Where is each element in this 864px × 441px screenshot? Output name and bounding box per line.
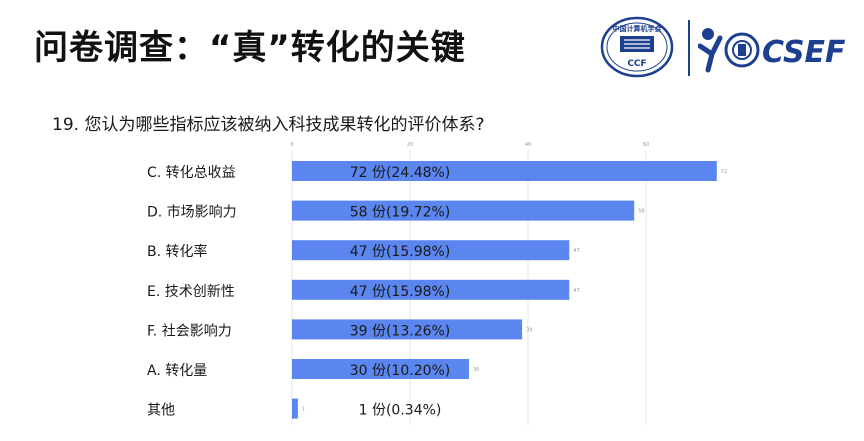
- question-text: 19. 您认为哪些指标应该被纳入科技成果转化的评价体系?: [52, 115, 485, 135]
- bar-data-label: 47 份(15.98%): [350, 284, 451, 300]
- category-label: A. 转化量: [147, 363, 207, 379]
- x-tick-label: 60: [643, 142, 649, 148]
- category-label: E. 技术创新性: [147, 284, 235, 300]
- bar-data-label: 39 份(13.26%): [350, 323, 451, 339]
- bar-end-value: 72: [721, 169, 727, 175]
- csef-logo: CSEF: [698, 28, 846, 73]
- bar-data-label: 1 份(0.34%): [359, 403, 442, 419]
- bar-data-label: 30 份(10.20%): [350, 363, 451, 379]
- x-tick-label: 0: [290, 142, 293, 148]
- bar: [292, 398, 298, 419]
- bar: [292, 200, 635, 221]
- category-label: C. 转化总收益: [147, 165, 236, 181]
- bar: [292, 359, 469, 379]
- bar-end-value: 47: [573, 248, 579, 254]
- bar-end-value: 30: [473, 367, 479, 373]
- bar-data-label: 58 份(19.72%): [350, 205, 451, 221]
- bar-end-value: 39: [526, 327, 532, 333]
- bar-data-label: 72 份(24.48%): [350, 165, 451, 181]
- category-label: B. 转化率: [147, 243, 208, 260]
- bar-end-value: 58: [638, 209, 644, 215]
- category-label: 其他: [147, 403, 175, 419]
- x-tick-label: 40: [525, 142, 531, 148]
- bar: [292, 240, 570, 261]
- bar-end-value: 1: [302, 407, 305, 413]
- bar: [292, 319, 523, 340]
- bar: [292, 279, 570, 300]
- category-label: D. 市场影响力: [147, 204, 237, 221]
- logo-divider: [688, 20, 690, 76]
- csef-logo-text: CSEF: [762, 35, 846, 70]
- bar: [292, 161, 717, 181]
- ccf-logo: 中国计算机学会 CCF: [600, 16, 674, 78]
- bar-end-value: 47: [573, 288, 579, 294]
- bar-data-label: 47 份(15.98%): [350, 244, 451, 260]
- logo-group: 中国计算机学会 CCF CSEF: [598, 14, 858, 78]
- x-tick-label: 20: [407, 142, 413, 148]
- category-label: F. 社会影响力: [147, 323, 232, 339]
- ccf-logo-text: 中国计算机学会: [613, 24, 663, 33]
- page-title: 问卷调查：“真”转化的关键: [34, 28, 466, 68]
- ccf-logo-abbr: CCF: [627, 59, 646, 69]
